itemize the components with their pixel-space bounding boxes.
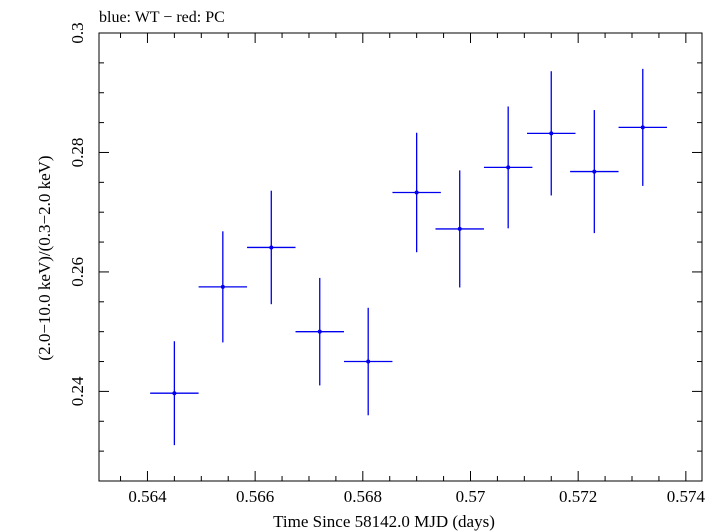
x-tick-label: 0.57 <box>456 487 486 506</box>
x-tick-label: 0.574 <box>667 487 706 506</box>
point-marker <box>172 391 177 396</box>
point-marker <box>366 359 371 364</box>
y-tick-label: 0.24 <box>68 376 87 406</box>
point-marker <box>592 169 597 174</box>
data-point <box>295 277 344 386</box>
point-marker <box>269 245 274 250</box>
y-tick-label: 0.26 <box>68 257 87 287</box>
point-marker <box>457 226 462 231</box>
point-marker <box>640 125 645 130</box>
x-axis-label: Time Since 58142.0 MJD (days) <box>273 512 495 531</box>
plot-frame <box>98 32 703 482</box>
x-tick-label: 0.564 <box>128 487 167 506</box>
y-axis: 0.24 0.26 0.28 0.3 <box>68 22 702 482</box>
x-tick-label: 0.566 <box>236 487 274 506</box>
data-point <box>618 68 668 186</box>
y-tick-label: 0.28 <box>68 138 87 168</box>
point-marker <box>414 190 419 195</box>
chart-title: blue: WT − red: PC <box>99 9 225 26</box>
x-axis: 0.564 0.566 0.568 0.57 0.572 0.574 <box>120 33 706 506</box>
y-axis-label: (2.0−10.0 keV)/(0.3−2.0 keV) <box>35 155 54 360</box>
point-marker <box>506 165 511 170</box>
y-tick-label: 0.3 <box>68 22 87 43</box>
data-point <box>483 106 533 229</box>
data-point <box>435 170 484 288</box>
point-marker <box>220 284 225 289</box>
point-marker <box>317 329 322 334</box>
point-marker <box>549 131 554 136</box>
data-point <box>570 110 619 234</box>
data-point <box>150 341 199 446</box>
x-tick-label: 0.572 <box>559 487 597 506</box>
data-point <box>527 71 576 196</box>
data-point <box>247 190 296 305</box>
data-point <box>392 132 441 253</box>
data-series <box>150 68 668 446</box>
data-point <box>343 307 393 416</box>
x-tick-label: 0.568 <box>344 487 382 506</box>
data-point <box>198 231 248 343</box>
